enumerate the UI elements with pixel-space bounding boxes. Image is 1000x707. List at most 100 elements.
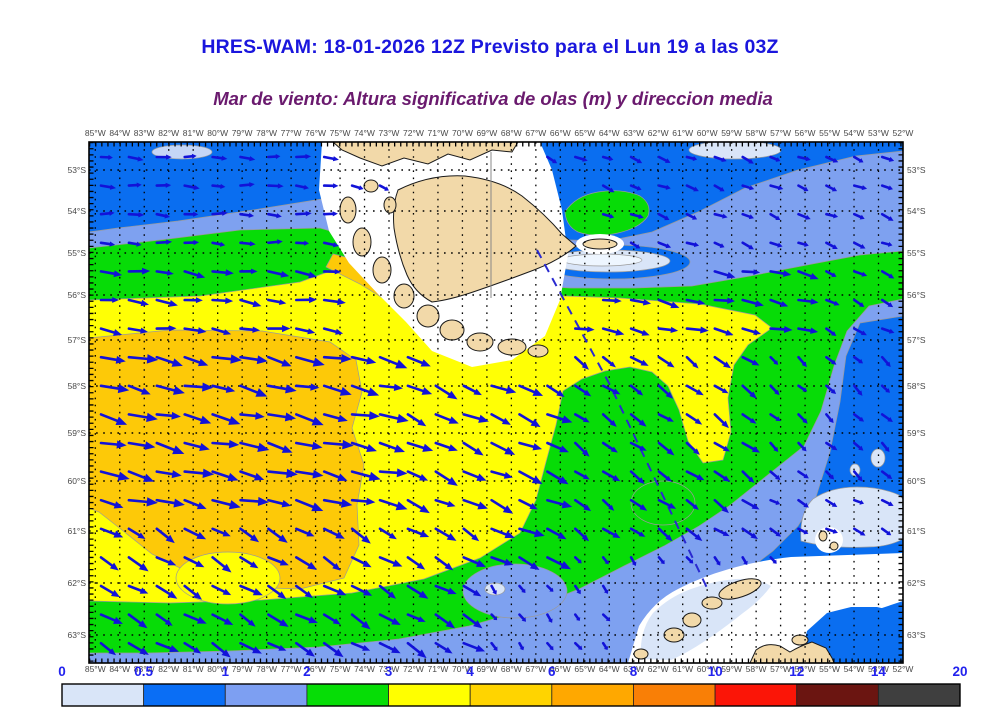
- arrow-shaft: [378, 441, 397, 450]
- lat-label-left: 54°S: [67, 206, 86, 216]
- wind-arrow: [378, 641, 401, 654]
- arrow-shaft: [518, 470, 536, 481]
- arrow-shaft: [825, 498, 835, 506]
- lat-label-left: 56°S: [67, 290, 86, 300]
- wind-arrow: [546, 527, 567, 540]
- arrow-shaft: [239, 384, 259, 394]
- arrow-head: [493, 646, 498, 651]
- arrow-head: [308, 271, 317, 279]
- wind-arrow: [322, 641, 344, 658]
- arrow-head: [519, 646, 525, 651]
- arrow-shaft: [294, 556, 311, 567]
- arrow-shaft: [322, 441, 344, 446]
- arrow-shaft: [573, 584, 580, 593]
- wind-arrow: [546, 441, 569, 453]
- arrow-shaft: [880, 270, 892, 278]
- arrow-shaft: [685, 498, 696, 508]
- arrow-head: [773, 446, 779, 452]
- wind-arrow: [825, 355, 837, 365]
- wind-arrow: [322, 413, 348, 423]
- wind-arrow: [629, 527, 646, 537]
- wind-arrow: [294, 469, 324, 479]
- wind-arrow: [267, 212, 282, 219]
- arrow-head: [830, 388, 837, 394]
- wind-arrow: [852, 327, 867, 336]
- wind-arrow: [127, 155, 144, 162]
- wind-arrow: [490, 584, 497, 595]
- wind-arrow: [825, 241, 838, 250]
- arrow-head: [311, 416, 324, 426]
- arrow-head: [561, 415, 573, 424]
- arrow-head: [777, 242, 783, 248]
- land-shetland: [701, 596, 723, 610]
- wind-arrow: [797, 241, 809, 248]
- wind-arrow: [741, 298, 764, 307]
- arrow-shaft: [629, 327, 644, 335]
- arrow-shaft: [797, 384, 806, 391]
- arrow-head: [257, 496, 269, 506]
- arrow-shaft: [350, 413, 371, 417]
- arrow-head: [108, 154, 113, 160]
- arrow-head: [281, 359, 292, 367]
- wind-arrow: [462, 413, 489, 423]
- arrow-head: [396, 468, 408, 478]
- wind-arrow: [183, 270, 206, 279]
- wind-arrow: [155, 239, 173, 245]
- lon-label-top: 74°W: [354, 128, 375, 138]
- lat-label-left: 59°S: [67, 428, 86, 438]
- wind-arrow: [183, 556, 205, 568]
- arrow-head: [583, 389, 592, 397]
- arrow-shaft: [657, 212, 667, 220]
- arrow-shaft: [685, 470, 700, 479]
- lon-label-bottom: 57°W: [770, 664, 791, 674]
- wind-arrow: [183, 355, 209, 367]
- wind-arrow: [350, 470, 381, 481]
- arrow-head: [137, 532, 146, 540]
- arrow-shaft: [852, 270, 864, 276]
- wind-arrow: [155, 441, 185, 455]
- arrow-head: [777, 185, 784, 191]
- arrow-shaft: [350, 527, 366, 540]
- arrow-head: [722, 475, 731, 482]
- arrow-shaft: [267, 270, 283, 276]
- arrow-head: [773, 360, 779, 365]
- lon-label-top: 75°W: [330, 128, 351, 138]
- wind-arrow: [685, 155, 698, 162]
- arrow-shaft: [378, 384, 396, 389]
- arrow-head: [748, 214, 754, 220]
- arrow-head: [308, 296, 317, 304]
- wind-arrow: [601, 327, 625, 336]
- arrow-head: [167, 559, 177, 566]
- colorbar-label: 20: [952, 664, 967, 679]
- arrow-shaft: [601, 556, 608, 563]
- arrow-shaft: [434, 470, 451, 482]
- arrow-head: [751, 446, 761, 453]
- arrow-head: [697, 299, 706, 306]
- arrow-head: [228, 439, 240, 449]
- lon-label-top: 71°W: [428, 128, 449, 138]
- arrow-shaft: [294, 270, 311, 277]
- arrow-head: [395, 359, 408, 369]
- wind-arrow: [629, 241, 641, 249]
- arrow-shaft: [713, 441, 726, 450]
- wind-arrow: [183, 413, 212, 425]
- wind-arrow: [546, 641, 554, 651]
- wind-arrow: [657, 413, 674, 422]
- arrow-shaft: [462, 584, 476, 594]
- wind-arrow: [741, 498, 760, 510]
- arrow-head: [833, 213, 839, 219]
- arrow-head: [665, 475, 672, 482]
- arrow-head: [277, 183, 284, 189]
- arrow-shaft: [211, 298, 227, 303]
- wind-arrow: [211, 297, 234, 305]
- arrow-shaft: [685, 241, 696, 246]
- arrow-shaft: [880, 298, 891, 306]
- arrow-shaft: [322, 384, 343, 393]
- arrow-head: [342, 439, 354, 450]
- arrow-head: [108, 648, 117, 656]
- arrow-head: [171, 470, 182, 479]
- arrow-head: [476, 473, 487, 481]
- arrow-shaft: [490, 527, 508, 536]
- arrow-shaft: [322, 355, 343, 360]
- arrow-head: [700, 326, 709, 334]
